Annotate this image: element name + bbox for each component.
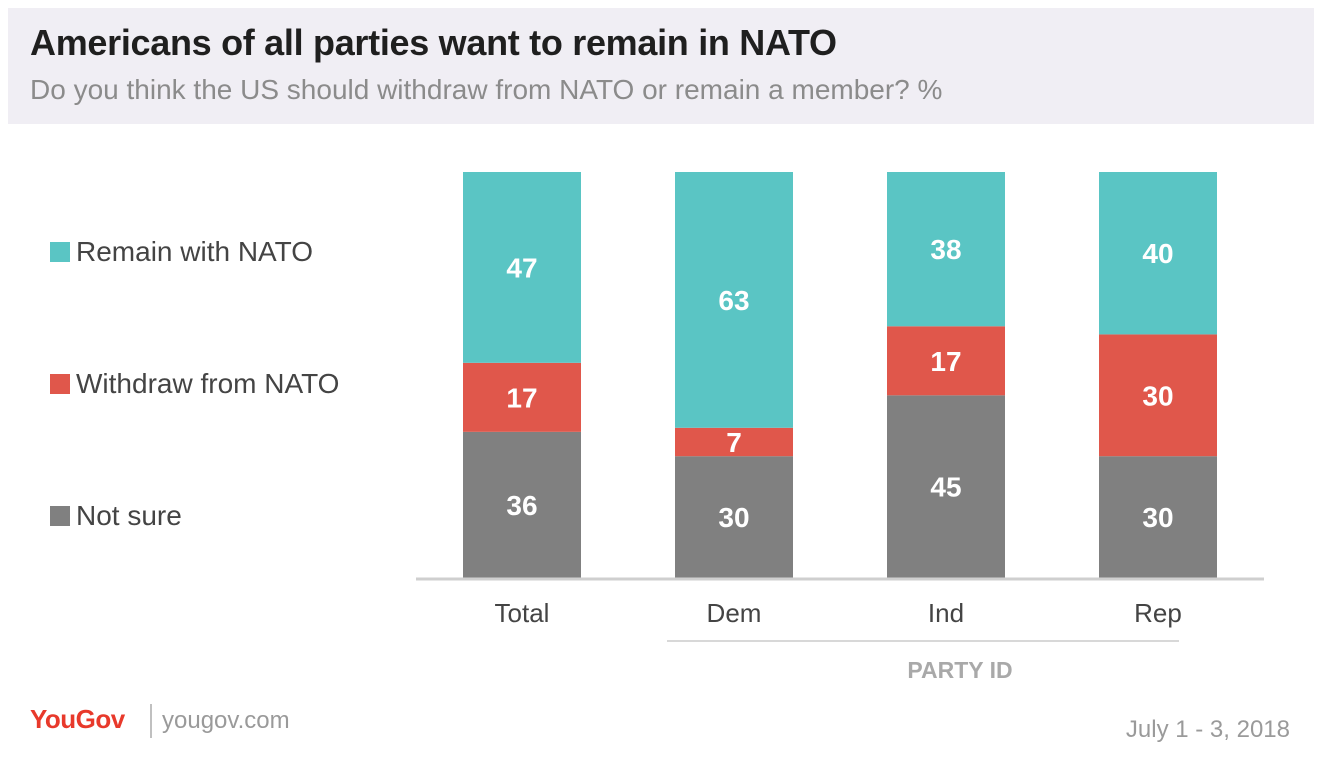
legend-label-withdraw: Withdraw from NATO [76, 368, 340, 399]
x-tick-label-rep: Rep [1134, 598, 1182, 628]
legend-label-remain: Remain with NATO [76, 236, 314, 267]
data-label-dem-remain-with-nato: 63 [718, 285, 749, 316]
bar-dem-withdraw-from-nato [675, 427, 793, 457]
data-label-ind-withdraw-from-nato: 17 [930, 346, 961, 377]
chart-subtitle: Do you think the US should withdraw from… [30, 74, 943, 105]
data-label-rep-not-sure: 30 [1142, 502, 1173, 533]
bar-total-not-sure [463, 431, 581, 578]
bar-rep-remain-with-nato [1099, 172, 1217, 335]
legend-item-remain: Remain with NATO [50, 236, 313, 268]
data-label-dem-withdraw-from-nato: 7 [726, 427, 742, 458]
bar-dem-not-sure [675, 456, 793, 578]
bar-rep-not-sure [1099, 456, 1217, 578]
data-label-ind-not-sure: 45 [930, 472, 961, 503]
legend-item-not-sure: Not sure [50, 500, 182, 532]
bar-ind-remain-with-nato [887, 172, 1005, 327]
x-tick-label-ind: Ind [928, 598, 964, 628]
data-label-ind-remain-with-nato: 38 [930, 234, 961, 265]
legend-swatch-not-sure [50, 506, 70, 526]
data-label-rep-remain-with-nato: 40 [1142, 238, 1173, 269]
yougov-logo: YouGov [30, 704, 125, 734]
x-tick-label-total: Total [495, 598, 550, 628]
bar-total-withdraw-from-nato [463, 362, 581, 432]
footer-divider [150, 704, 152, 738]
bar-total-remain-with-nato [463, 172, 581, 363]
legend-label-not-sure: Not sure [76, 500, 182, 531]
legend-swatch-withdraw [50, 374, 70, 394]
x-tick-label-dem: Dem [707, 598, 762, 628]
bar-rep-withdraw-from-nato [1099, 334, 1217, 457]
chart-title: Americans of all parties want to remain … [30, 22, 837, 63]
data-label-total-withdraw-from-nato: 17 [506, 382, 537, 413]
chart-header: Americans of all parties want to remain … [8, 8, 1314, 124]
group-label-party-id: PARTY ID [907, 657, 1012, 683]
footer-date: July 1 - 3, 2018 [1125, 716, 1290, 743]
legend-swatch-remain [50, 242, 70, 262]
legend-item-withdraw: Withdraw from NATO [50, 368, 339, 400]
data-label-total-remain-with-nato: 47 [506, 252, 537, 283]
bar-ind-not-sure [887, 395, 1005, 578]
data-label-dem-not-sure: 30 [718, 502, 749, 533]
data-label-total-not-sure: 36 [506, 490, 537, 521]
footer-url: yougov.com [162, 707, 290, 734]
data-label-rep-withdraw-from-nato: 30 [1142, 380, 1173, 411]
bar-ind-withdraw-from-nato [887, 326, 1005, 396]
bar-dem-remain-with-nato [675, 172, 793, 428]
